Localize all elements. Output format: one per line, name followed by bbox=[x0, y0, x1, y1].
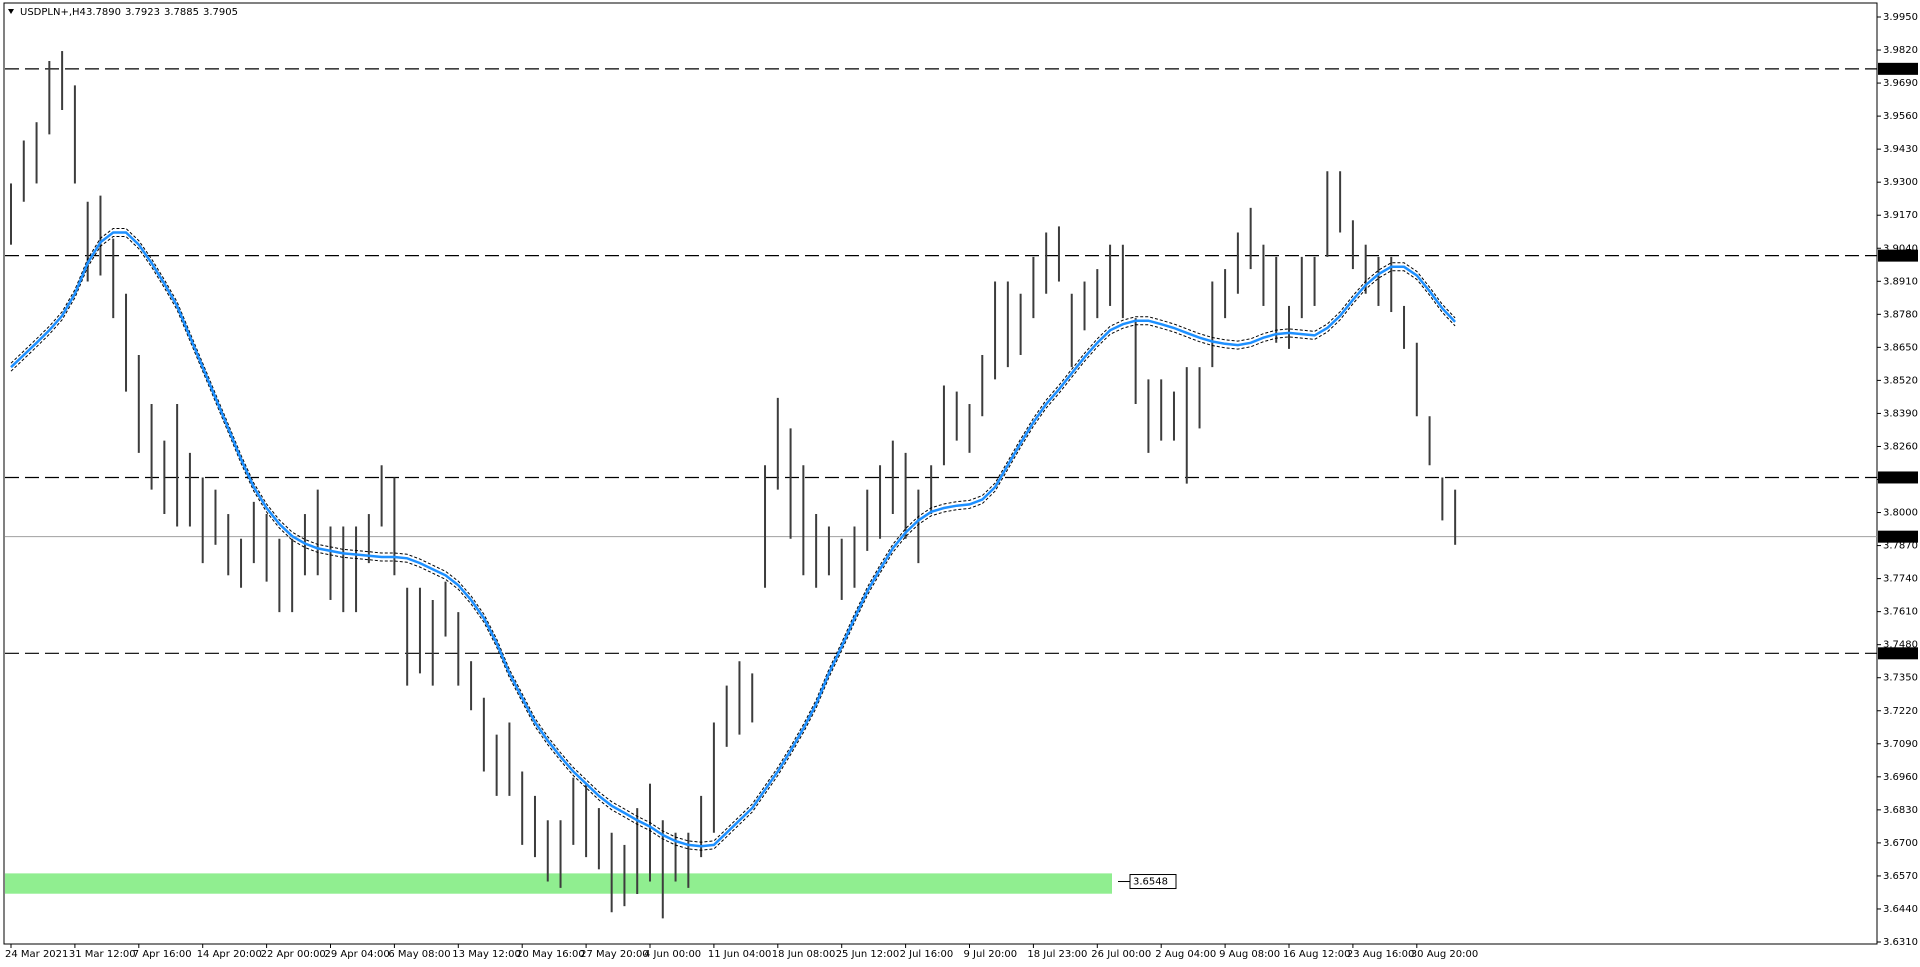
x-tick-label: 4 Jun 00:00 bbox=[644, 949, 701, 960]
y-tick-label: 3.7740 bbox=[1883, 574, 1918, 585]
level-label: 3.9011 bbox=[1881, 251, 1916, 262]
x-tick-label: 25 Jun 12:00 bbox=[836, 949, 900, 960]
x-tick-label: 13 May 12:00 bbox=[452, 949, 521, 960]
y-tick-label: 3.7350 bbox=[1883, 673, 1918, 684]
x-tick-label: 9 Jul 20:00 bbox=[964, 949, 1018, 960]
x-tick-label: 2 Jul 16:00 bbox=[900, 949, 954, 960]
ma-envelope bbox=[10, 228, 1456, 843]
level-label-box bbox=[1878, 471, 1918, 484]
y-tick-label: 3.6960 bbox=[1883, 772, 1918, 783]
y-tick-label: 3.7870 bbox=[1883, 541, 1918, 552]
x-tick-label: 29 Apr 04:00 bbox=[325, 949, 390, 960]
x-tick-label: 7 Apr 16:00 bbox=[133, 949, 192, 960]
y-tick-label: 3.9300 bbox=[1883, 177, 1918, 188]
y-tick-label: 3.8780 bbox=[1883, 309, 1918, 320]
y-tick-label: 3.6700 bbox=[1883, 838, 1918, 849]
x-tick-label: 9 Aug 08:00 bbox=[1219, 949, 1280, 960]
level-label: 3.8138 bbox=[1881, 472, 1916, 483]
x-tick-label: 24 Mar 2021 bbox=[5, 949, 68, 960]
ma-envelope bbox=[10, 236, 1456, 851]
quote-low: 3.7885 bbox=[164, 7, 199, 18]
x-tick-label: 23 Aug 16:00 bbox=[1347, 949, 1414, 960]
y-tick-label: 3.6570 bbox=[1883, 871, 1918, 882]
zone-label: 3.6548 bbox=[1133, 877, 1168, 888]
x-tick-label: 18 Jun 08:00 bbox=[772, 949, 836, 960]
y-tick-label: 3.7090 bbox=[1883, 739, 1918, 750]
level-label: 3.7446 bbox=[1881, 648, 1916, 659]
y-tick-label: 3.8390 bbox=[1883, 408, 1918, 419]
quote-close: 3.7905 bbox=[203, 7, 238, 18]
x-tick-label: 14 Apr 20:00 bbox=[197, 949, 262, 960]
x-tick-label: 6 May 08:00 bbox=[388, 949, 450, 960]
x-tick-label: 20 May 16:00 bbox=[516, 949, 585, 960]
y-tick-label: 3.9820 bbox=[1883, 45, 1918, 56]
level-label: 3.9746 bbox=[1881, 64, 1916, 75]
x-tick-label: 16 Aug 12:00 bbox=[1283, 949, 1350, 960]
x-tick-label: 30 Aug 20:00 bbox=[1411, 949, 1478, 960]
y-tick-label: 3.6310 bbox=[1883, 937, 1918, 948]
y-tick-label: 3.9170 bbox=[1883, 210, 1918, 221]
x-tick-label: 27 May 20:00 bbox=[580, 949, 649, 960]
y-tick-label: 3.9690 bbox=[1883, 78, 1918, 89]
x-tick-label: 2 Aug 04:00 bbox=[1155, 949, 1216, 960]
x-tick-label: 26 Jul 00:00 bbox=[1091, 949, 1151, 960]
x-tick-label: 31 Mar 12:00 bbox=[69, 949, 136, 960]
y-tick-label: 3.7610 bbox=[1883, 607, 1918, 618]
level-label-box bbox=[1878, 647, 1918, 660]
y-tick-label: 3.6830 bbox=[1883, 805, 1918, 816]
support-zone bbox=[5, 873, 1112, 894]
y-tick-label: 3.8000 bbox=[1883, 508, 1918, 519]
quote-open: 3.7890 bbox=[86, 7, 121, 18]
zone-label-box bbox=[1129, 874, 1177, 890]
quote-high: 3.7923 bbox=[125, 7, 160, 18]
y-tick-label: 3.8650 bbox=[1883, 342, 1918, 353]
x-tick-label: 22 Apr 00:00 bbox=[261, 949, 326, 960]
x-tick-label: 18 Jul 23:00 bbox=[1027, 949, 1087, 960]
x-tick-label: 11 Jun 04:00 bbox=[708, 949, 772, 960]
level-label-box bbox=[1878, 249, 1918, 262]
y-tick-label: 3.7480 bbox=[1883, 640, 1918, 651]
moving-average bbox=[10, 231, 1457, 848]
y-tick-label: 3.8520 bbox=[1883, 375, 1918, 386]
y-tick-label: 3.9560 bbox=[1883, 111, 1918, 122]
symbol-title: USDPLN+,H4 bbox=[20, 7, 86, 18]
plot-frame bbox=[3, 2, 1878, 945]
y-tick-label: 3.9950 bbox=[1883, 12, 1918, 23]
level-label-box bbox=[1878, 62, 1918, 75]
menu-triangle[interactable] bbox=[8, 9, 14, 14]
y-tick-label: 3.7220 bbox=[1883, 706, 1918, 717]
y-tick-label: 3.6440 bbox=[1883, 904, 1918, 915]
current-price-label: 3.7905 bbox=[1881, 532, 1916, 543]
y-tick-label: 3.9430 bbox=[1883, 144, 1918, 155]
current-price-box bbox=[1878, 530, 1918, 543]
y-tick-label: 3.8910 bbox=[1883, 276, 1918, 287]
y-tick-label: 3.9040 bbox=[1883, 243, 1918, 254]
y-tick-label: 3.8260 bbox=[1883, 441, 1918, 452]
